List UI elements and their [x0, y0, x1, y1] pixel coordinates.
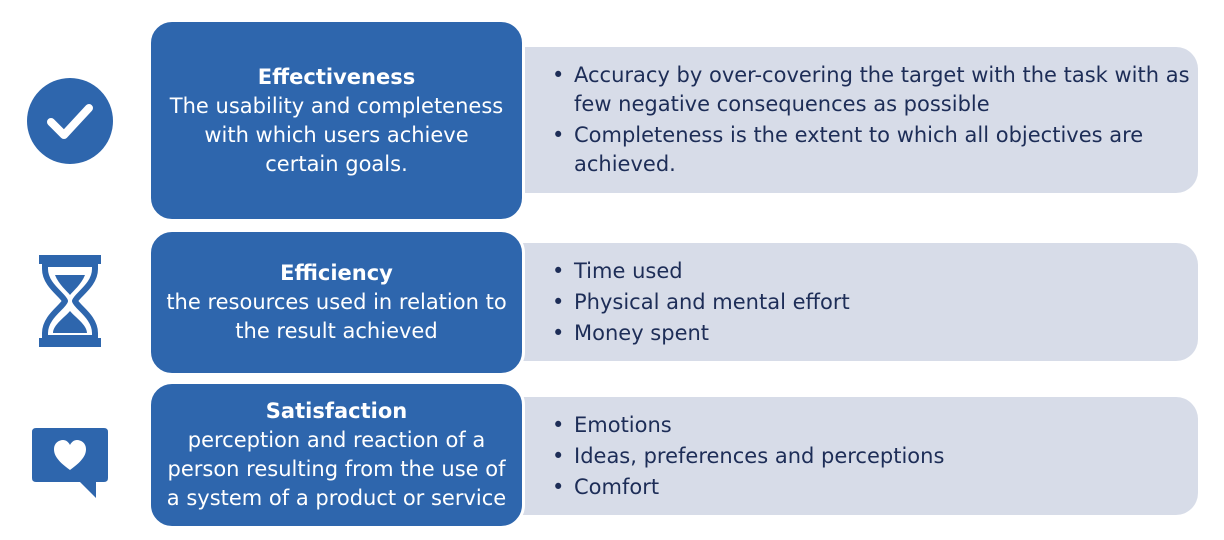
efficiency-description: the resources used in relation to the re…	[166, 290, 507, 343]
effectiveness-title: Effectiveness	[257, 64, 416, 89]
efficiency-bullet-list: Time used Physical and mental effort Mon…	[552, 255, 1198, 350]
efficiency-title: Efficiency	[280, 261, 393, 285]
effectiveness-details-panel: Accuracy by over-covering the target wit…	[500, 47, 1198, 193]
satisfaction-card: Satisfaction perception and reaction of …	[148, 381, 525, 529]
satisfaction-title: Satisfaction	[265, 399, 408, 423]
hourglass-icon	[37, 255, 103, 347]
list-item: Physical and mental effort	[552, 288, 1198, 317]
checkmark-circle-icon	[27, 78, 113, 164]
effectiveness-description: The usability and completeness with whic…	[169, 93, 504, 176]
list-item: Accuracy by over-covering the target wit…	[552, 61, 1198, 119]
efficiency-card: Efficiency the resources used in relatio…	[148, 229, 525, 376]
satisfaction-details-panel: Emotions Ideas, preferences and percepti…	[500, 397, 1198, 515]
effectiveness-card: Effectiveness The usability and complete…	[148, 19, 525, 222]
list-item: Ideas, preferences and perceptions	[552, 442, 1198, 471]
list-item: Money spent	[552, 319, 1198, 348]
satisfaction-description: perception and reaction of a person resu…	[166, 428, 507, 510]
heart-speech-bubble-icon	[32, 428, 108, 500]
efficiency-details-panel: Time used Physical and mental effort Mon…	[500, 243, 1198, 361]
effectiveness-bullet-list: Accuracy by over-covering the target wit…	[552, 59, 1198, 181]
list-item: Completeness is the extent to which all …	[552, 121, 1198, 179]
list-item: Emotions	[552, 411, 1198, 440]
list-item: Comfort	[552, 473, 1198, 502]
satisfaction-bullet-list: Emotions Ideas, preferences and percepti…	[552, 409, 1198, 504]
list-item: Time used	[552, 257, 1198, 286]
